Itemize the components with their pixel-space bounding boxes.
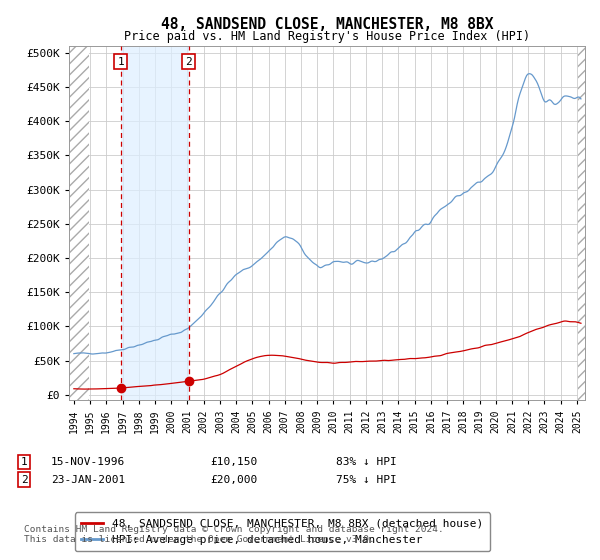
Bar <box>69 46 89 400</box>
Text: 48, SANDSEND CLOSE, MANCHESTER, M8 8BX: 48, SANDSEND CLOSE, MANCHESTER, M8 8BX <box>161 17 493 32</box>
Text: 23-JAN-2001: 23-JAN-2001 <box>51 475 125 485</box>
Bar <box>578 46 585 400</box>
Text: 2: 2 <box>185 57 192 67</box>
Text: 1: 1 <box>117 57 124 67</box>
Text: Contains HM Land Registry data © Crown copyright and database right 2024.
This d: Contains HM Land Registry data © Crown c… <box>24 525 444 544</box>
Text: £10,150: £10,150 <box>210 457 257 467</box>
Text: 1: 1 <box>20 457 28 467</box>
Text: 75% ↓ HPI: 75% ↓ HPI <box>336 475 397 485</box>
Legend: 48, SANDSEND CLOSE, MANCHESTER, M8 8BX (detached house), HPI: Average price, det: 48, SANDSEND CLOSE, MANCHESTER, M8 8BX (… <box>74 512 490 551</box>
Text: Price paid vs. HM Land Registry's House Price Index (HPI): Price paid vs. HM Land Registry's House … <box>124 30 530 43</box>
Text: 83% ↓ HPI: 83% ↓ HPI <box>336 457 397 467</box>
Text: 15-NOV-1996: 15-NOV-1996 <box>51 457 125 467</box>
Text: £20,000: £20,000 <box>210 475 257 485</box>
Bar <box>121 46 188 400</box>
Text: 2: 2 <box>20 475 28 485</box>
